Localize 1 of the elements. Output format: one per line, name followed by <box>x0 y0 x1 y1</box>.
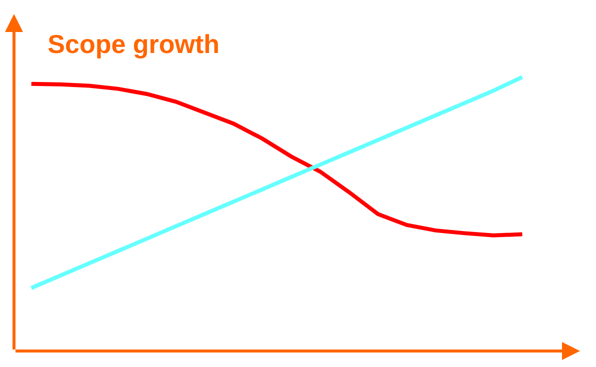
chart-title: Scope growth <box>48 29 220 60</box>
